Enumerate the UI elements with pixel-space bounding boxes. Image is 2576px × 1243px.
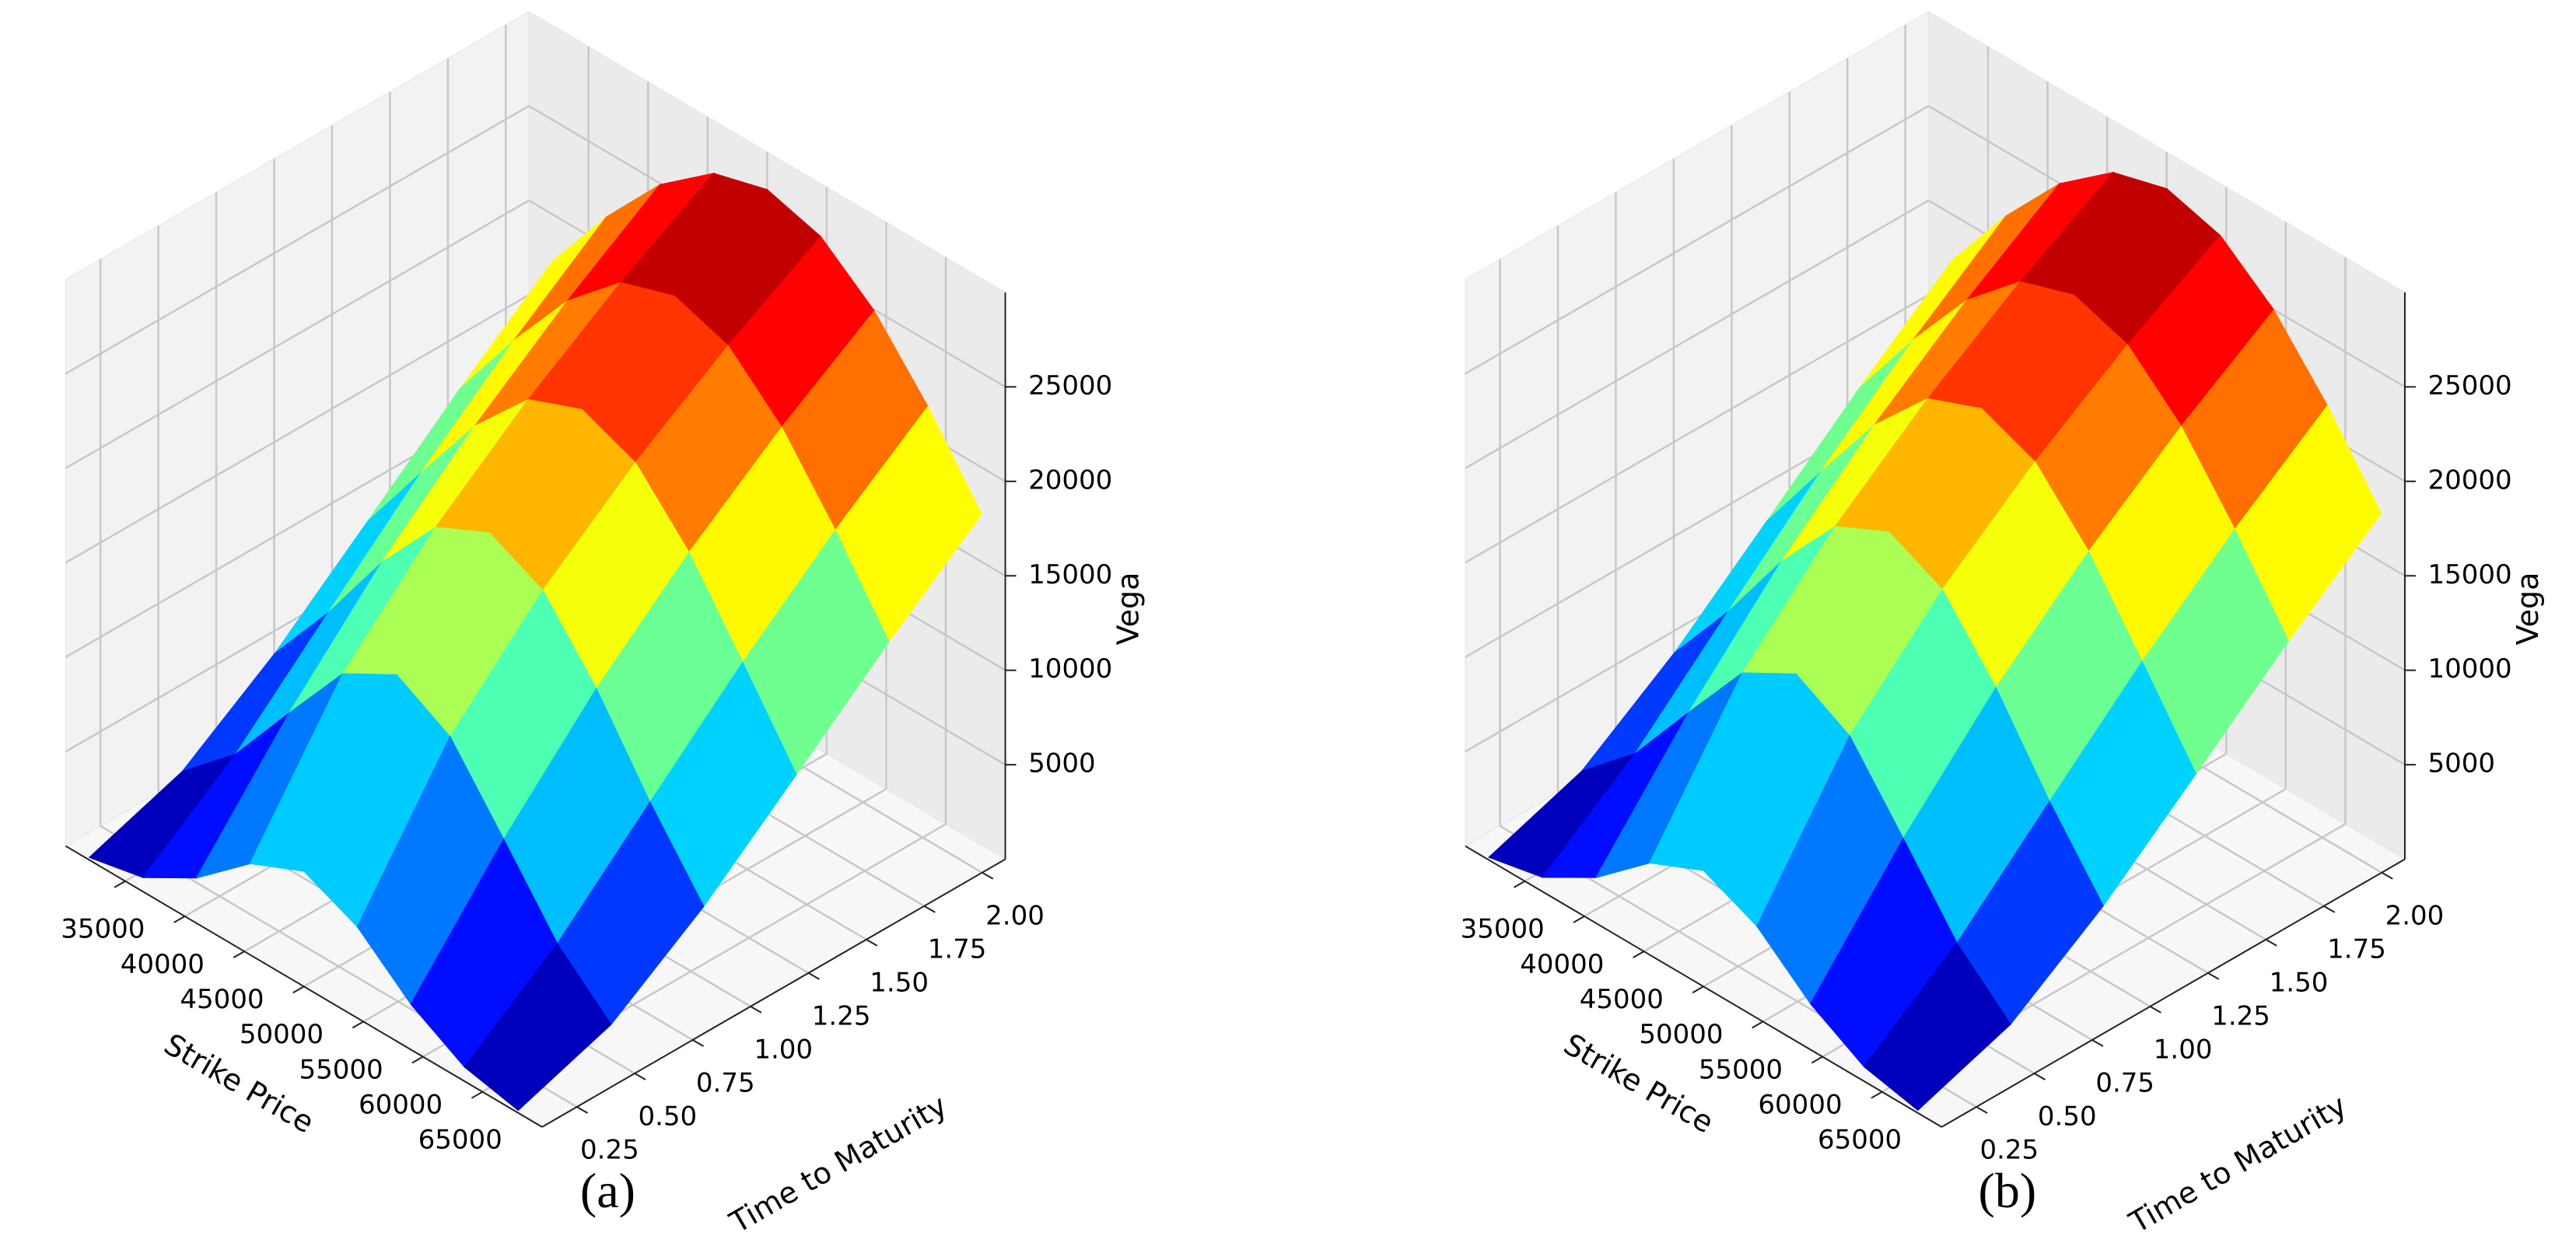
- z-tick-label: 25000: [2428, 370, 2512, 401]
- y-tick-label: 0.25: [1979, 1135, 2039, 1166]
- grid-line: [1465, 105, 1930, 375]
- grid-line: [1465, 294, 1930, 564]
- tick-mark: [2149, 1006, 2161, 1014]
- tick-mark: [292, 986, 305, 994]
- x-tick-label: 40000: [121, 949, 205, 980]
- tick-mark: [173, 916, 186, 923]
- surface-patch: [1863, 942, 2011, 1112]
- z-tick-label: 5000: [1028, 748, 1096, 779]
- x-tick-label: 50000: [240, 1019, 324, 1050]
- x-tick-label: 60000: [359, 1089, 443, 1120]
- tick-mark: [807, 972, 820, 980]
- y-tick-label: 0.50: [638, 1101, 697, 1133]
- y-tick-label: 1.75: [2327, 933, 2386, 965]
- tick-mark: [2034, 1073, 2046, 1080]
- surface-patch: [464, 943, 612, 1112]
- y-tick-label: 1.00: [2154, 1034, 2213, 1065]
- y-tick-label: 1.00: [754, 1034, 813, 1065]
- y-axis-label: Time to Maturity: [723, 1088, 953, 1241]
- grid-line: [65, 199, 530, 470]
- tick-mark: [1513, 880, 1525, 888]
- tick-mark: [982, 871, 994, 880]
- x-tick-label: 60000: [1758, 1089, 1842, 1120]
- tick-mark: [1871, 1091, 1883, 1099]
- tick-mark: [923, 905, 936, 913]
- grid-line: [65, 294, 530, 564]
- x-tick-label: 35000: [61, 914, 145, 945]
- z-tick-label: 10000: [1028, 653, 1112, 685]
- tick-mark: [750, 1006, 762, 1014]
- y-tick-label: 0.75: [696, 1067, 755, 1098]
- x-tick-label: 45000: [180, 984, 264, 1015]
- x-tick-label: 65000: [418, 1125, 502, 1156]
- grid-line: [1465, 199, 1930, 470]
- y-axis-label: Time to Maturity: [2123, 1088, 2353, 1241]
- x-tick-label: 65000: [1818, 1125, 1902, 1156]
- z-tick-label: 15000: [2428, 559, 2512, 590]
- z-axis-label: Vega: [1111, 572, 1146, 646]
- tick-mark: [2323, 905, 2336, 913]
- tick-mark: [1811, 1056, 1823, 1064]
- tick-mark: [114, 880, 126, 888]
- z-tick-label: 15000: [1028, 559, 1112, 590]
- caption: (b): [1979, 1163, 2037, 1218]
- x-tick-label: 40000: [1520, 949, 1604, 980]
- x-tick-label: 55000: [299, 1054, 383, 1085]
- tick-mark: [634, 1073, 646, 1080]
- axis-line: [1941, 858, 2406, 1128]
- grid-line: [65, 105, 530, 375]
- tick-mark: [2381, 871, 2393, 880]
- tick-mark: [576, 1106, 589, 1114]
- axis-line: [541, 858, 1006, 1128]
- x-tick-label: 50000: [1639, 1019, 1723, 1050]
- tick-mark: [1633, 951, 1645, 958]
- tick-mark: [411, 1056, 424, 1064]
- x-tick-label: 45000: [1580, 984, 1664, 1015]
- x-tick-label: 35000: [1461, 914, 1545, 945]
- y-tick-label: 1.50: [870, 967, 929, 998]
- y-tick-label: 0.75: [2095, 1067, 2154, 1098]
- y-tick-label: 1.25: [812, 1000, 871, 1031]
- tick-mark: [352, 1021, 364, 1029]
- z-tick-label: 5000: [2428, 748, 2496, 779]
- tick-mark: [1976, 1106, 1988, 1114]
- z-tick-label: 20000: [2428, 464, 2512, 495]
- y-tick-label: 1.25: [2211, 1000, 2270, 1031]
- z-axis-label: Vega: [2511, 572, 2545, 646]
- z-tick-label: 25000: [1028, 370, 1112, 401]
- tick-mark: [1692, 986, 1704, 994]
- x-tick-label: 55000: [1699, 1054, 1783, 1085]
- tick-mark: [471, 1091, 483, 1099]
- tick-mark: [1573, 916, 1585, 923]
- tick-mark: [866, 938, 878, 947]
- tick-mark: [2265, 938, 2277, 947]
- y-tick-label: 0.25: [580, 1135, 639, 1166]
- y-tick-label: 1.50: [2270, 967, 2329, 998]
- caption: (a): [580, 1163, 635, 1218]
- z-tick-label: 20000: [1028, 464, 1112, 495]
- z-tick-label: 10000: [2428, 653, 2512, 685]
- y-tick-label: 2.00: [2385, 900, 2445, 931]
- tick-mark: [692, 1039, 705, 1047]
- y-tick-label: 2.00: [985, 900, 1045, 931]
- tick-mark: [1752, 1021, 1764, 1029]
- y-tick-label: 1.75: [928, 933, 987, 965]
- tick-mark: [233, 951, 245, 958]
- tick-mark: [2091, 1039, 2104, 1047]
- tick-mark: [2207, 972, 2220, 980]
- y-tick-label: 0.50: [2038, 1101, 2097, 1133]
